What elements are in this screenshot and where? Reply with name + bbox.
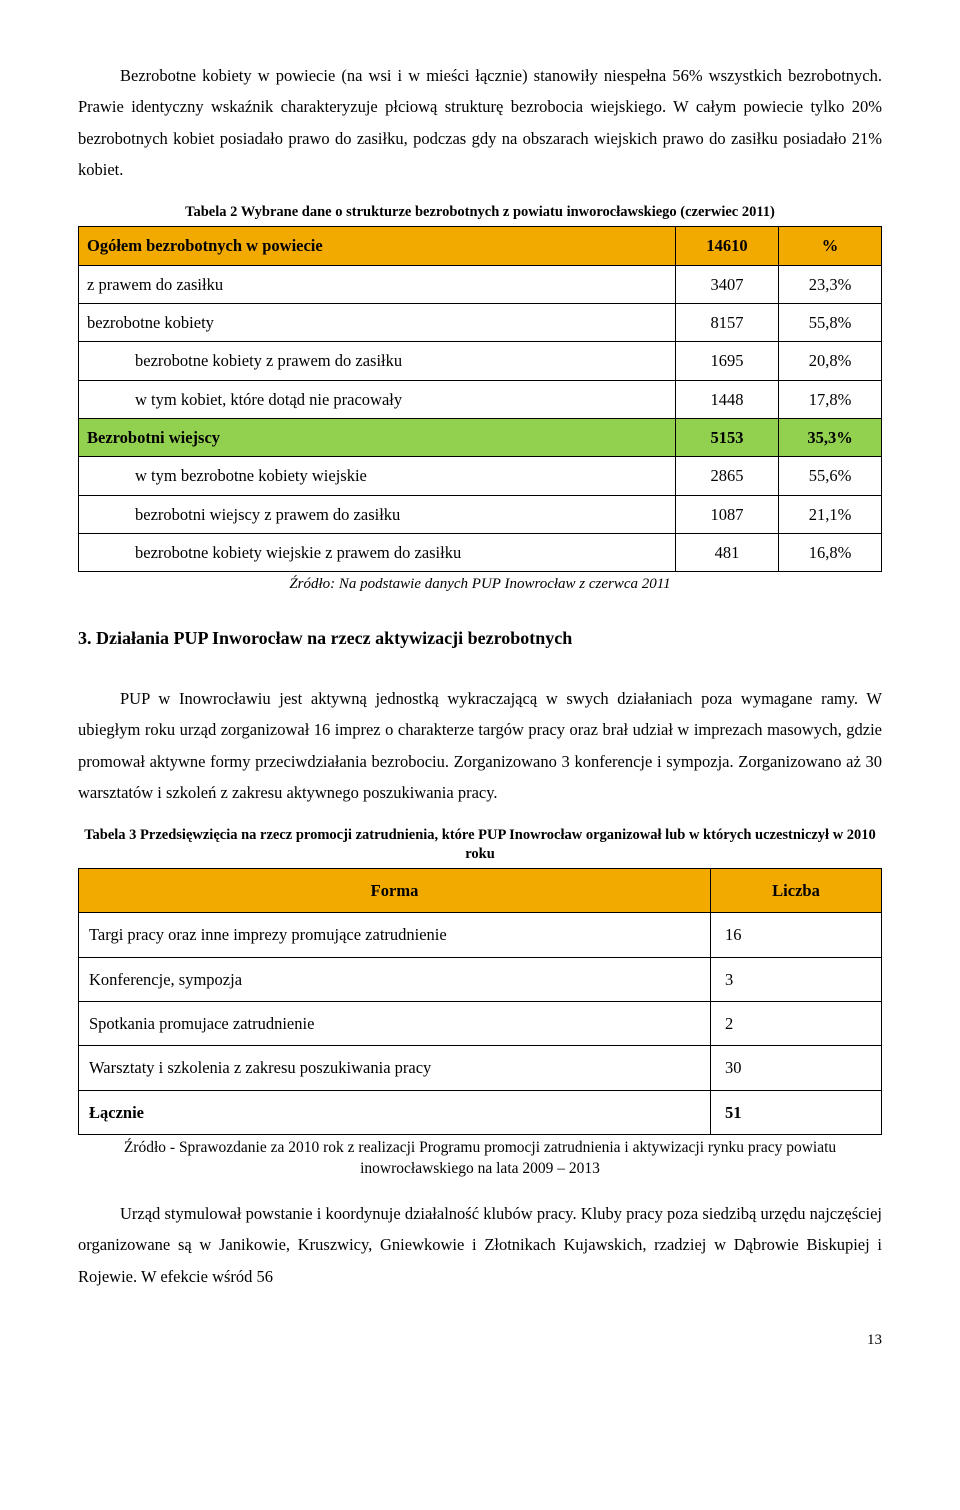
table-row: w tym bezrobotne kobiety wiejskie 2865 5…: [79, 457, 882, 495]
table3-source: Źródło - Sprawozdanie za 2010 rok z real…: [78, 1138, 882, 1180]
table2-header-label: Ogółem bezrobotnych w powiecie: [79, 227, 676, 265]
cell-value: 481: [676, 533, 779, 571]
cell-label: z prawem do zasiłku: [79, 265, 676, 303]
table3-title: Tabela 3 Przedsięwzięcia na rzecz promoc…: [78, 826, 882, 864]
cell-value: 2: [711, 1002, 882, 1046]
intro-paragraph: Bezrobotne kobiety w powiecie (na wsi i …: [78, 60, 882, 185]
cell-label: bezrobotne kobiety: [79, 303, 676, 341]
table-row: bezrobotne kobiety z prawem do zasiłku 1…: [79, 342, 882, 380]
table-row: w tym kobiet, które dotąd nie pracowały …: [79, 380, 882, 418]
table-row: bezrobotne kobiety 8157 55,8%: [79, 303, 882, 341]
closing-paragraph: Urząd stymulował powstanie i koordynuje …: [78, 1198, 882, 1292]
cell-value: 3: [711, 957, 882, 1001]
cell-value: 2865: [676, 457, 779, 495]
cell-value: 1448: [676, 380, 779, 418]
cell-pct: 16,8%: [779, 533, 882, 571]
body-paragraph: PUP w Inowrocławiu jest aktywną jednostk…: [78, 683, 882, 808]
cell-value: 3407: [676, 265, 779, 303]
table3: Forma Liczba Targi pracy oraz inne impre…: [78, 868, 882, 1135]
cell-label: w tym kobiet, które dotąd nie pracowały: [79, 380, 676, 418]
cell-label: Targi pracy oraz inne imprezy promujące …: [79, 913, 711, 957]
cell-value: 51: [711, 1090, 882, 1134]
table2-highlighted-row: Bezrobotni wiejscy 5153 35,3%: [79, 418, 882, 456]
table-row: bezrobotni wiejscy z prawem do zasiłku 1…: [79, 495, 882, 533]
cell-value: 1695: [676, 342, 779, 380]
table-row: Targi pracy oraz inne imprezy promujące …: [79, 913, 882, 957]
cell-label: bezrobotne kobiety wiejskie z prawem do …: [79, 533, 676, 571]
table2-header-value: 14610: [676, 227, 779, 265]
page-number: 13: [78, 1326, 882, 1355]
cell-label: w tym bezrobotne kobiety wiejskie: [79, 457, 676, 495]
cell-pct: 21,1%: [779, 495, 882, 533]
table-row: Konferencje, sympozja 3: [79, 957, 882, 1001]
cell-pct: 20,8%: [779, 342, 882, 380]
table3-header-col2: Liczba: [711, 869, 882, 913]
cell-pct: 23,3%: [779, 265, 882, 303]
cell-pct: 55,6%: [779, 457, 882, 495]
cell-value: 1087: [676, 495, 779, 533]
cell-value: 8157: [676, 303, 779, 341]
cell-label: bezrobotne kobiety z prawem do zasiłku: [79, 342, 676, 380]
cell-pct: 55,8%: [779, 303, 882, 341]
table-row: Warsztaty i szkolenia z zakresu poszukiw…: [79, 1046, 882, 1090]
table2-title: Tabela 2 Wybrane dane o strukturze bezro…: [78, 203, 882, 222]
cell-label: Warsztaty i szkolenia z zakresu poszukiw…: [79, 1046, 711, 1090]
table-row: Spotkania promujace zatrudnienie 2: [79, 1002, 882, 1046]
table-row-total: Łącznie 51: [79, 1090, 882, 1134]
cell-label: bezrobotni wiejscy z prawem do zasiłku: [79, 495, 676, 533]
cell-label: Konferencje, sympozja: [79, 957, 711, 1001]
table-row: bezrobotne kobiety wiejskie z prawem do …: [79, 533, 882, 571]
table2: Ogółem bezrobotnych w powiecie 14610 % z…: [78, 226, 882, 572]
cell-pct: 35,3%: [779, 418, 882, 456]
cell-value: 5153: [676, 418, 779, 456]
cell-label: Spotkania promujace zatrudnienie: [79, 1002, 711, 1046]
table2-header-pct: %: [779, 227, 882, 265]
cell-label: Łącznie: [79, 1090, 711, 1134]
section-heading: 3. Działania PUP Inworocław na rzecz akt…: [78, 621, 882, 655]
table2-caption: Źródło: Na podstawie danych PUP Inowrocł…: [78, 575, 882, 595]
cell-pct: 17,8%: [779, 380, 882, 418]
cell-label: Bezrobotni wiejscy: [79, 418, 676, 456]
table3-header-col1: Forma: [79, 869, 711, 913]
table-row: z prawem do zasiłku 3407 23,3%: [79, 265, 882, 303]
cell-value: 16: [711, 913, 882, 957]
cell-value: 30: [711, 1046, 882, 1090]
